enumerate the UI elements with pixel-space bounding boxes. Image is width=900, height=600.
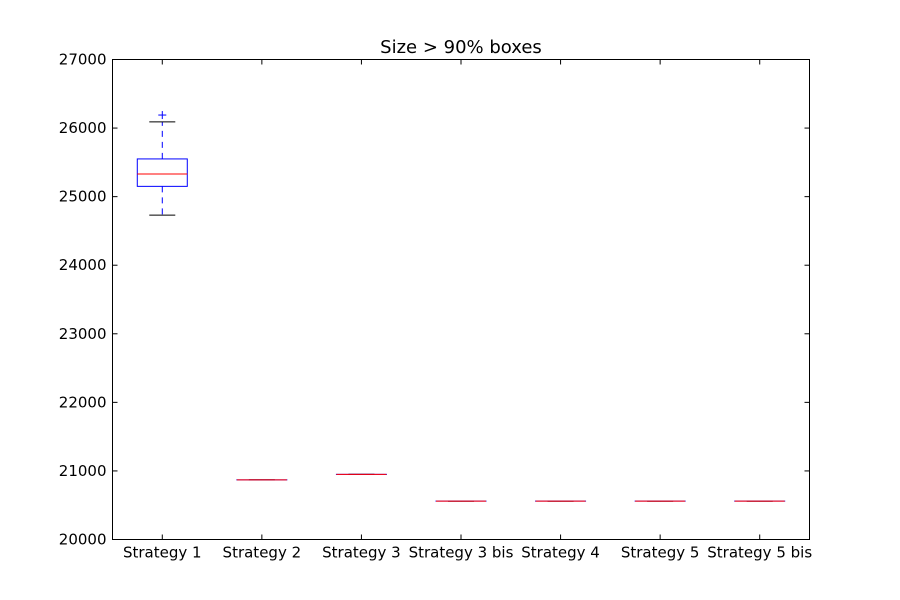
x-axis: Strategy 1 Strategy 2 Strategy 3 Strategy 3…: [123, 59, 812, 562]
y-tick-label: 24000: [59, 256, 107, 274]
plot-frame: [112, 59, 810, 540]
y-tick-label: 21000: [59, 462, 107, 480]
y-tick-label: 23000: [59, 325, 107, 343]
y-tick-label: 20000: [59, 531, 107, 549]
x-tick-label: Strategy 5: [621, 544, 700, 562]
y-tick-label: 27000: [59, 51, 107, 69]
chart-title: Size > 90% boxes: [380, 37, 542, 58]
x-tick-label: Strategy 2: [223, 544, 302, 562]
x-tick-label: Strategy 5 bis: [707, 544, 812, 562]
x-tick-label: Strategy 3 bis: [409, 544, 514, 562]
box: [136, 158, 188, 187]
x-tick-label: Strategy 3: [322, 544, 401, 562]
y-tick-label: 25000: [59, 188, 107, 206]
y-axis: 20000 21000 22000 23000 24000 25000 26000 27000: [59, 51, 810, 549]
box-group: [136, 111, 188, 216]
y-tick-label: 22000: [59, 393, 107, 411]
x-tick-label: Strategy 4: [521, 544, 600, 562]
y-tick-label: 26000: [59, 119, 107, 137]
x-tick-label: Strategy 1: [123, 544, 202, 562]
outlier-point: [158, 111, 167, 120]
box-plot-marks: [136, 111, 786, 502]
